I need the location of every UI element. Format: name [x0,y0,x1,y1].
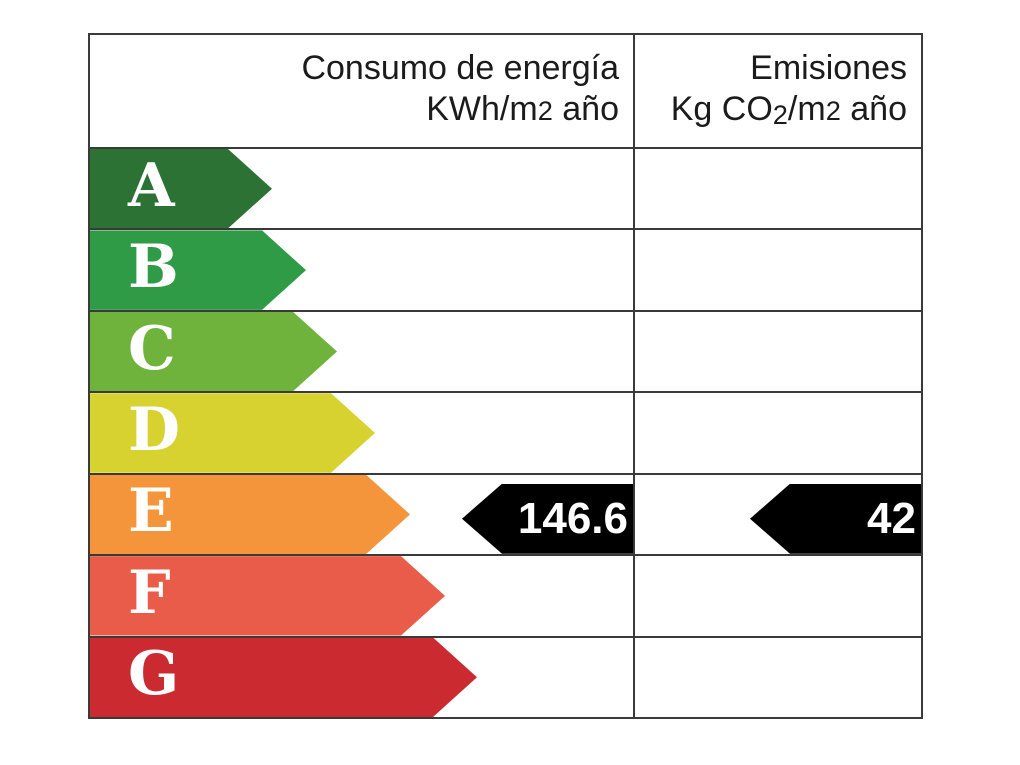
rating-row-e: E 146.6 42 [90,474,921,557]
consumption-title: Consumo de energía [96,48,619,89]
emissions-unit: Kg CO2/m2 año [641,89,907,131]
rating-letter-a: A [128,150,175,221]
rating-row-c: C [90,311,921,394]
emissions-cell-c [635,312,921,391]
rating-letter-g: G [128,639,180,710]
consumption-cell-g: G [90,637,635,717]
consumption-cell-c: C [90,311,635,392]
emissions-cell-g [635,638,921,717]
consumption-cell-e: E 146.6 [90,474,635,555]
consumption-cell-f: F [90,556,635,636]
consumption-unit-prefix: KWh/m [426,89,538,128]
rating-bar-d: D [90,393,375,472]
emissions-cell-d [635,393,921,472]
rating-bar-f: F [90,556,445,635]
rating-row-b: B [90,230,921,312]
consumption-unit-exponent: 2 [537,94,553,126]
consumption-cell-b: B [90,230,635,310]
consumption-cell-a: A [90,149,635,229]
rating-letter-e: E [128,476,174,547]
rating-bar-e: E [90,475,410,554]
rating-letter-b: B [128,232,179,303]
emissions-unit-suffix: año [840,89,907,128]
rating-letter-f: F [128,557,171,628]
emissions-unit-prefix: Kg CO [670,89,773,128]
emissions-unit-exponent: 2 [825,94,841,126]
rating-letter-c: C [128,313,176,384]
emissions-title: Emisiones [641,48,907,89]
consumption-value: 146.6 [517,493,628,543]
rating-rows: A B C D [90,149,921,717]
consumption-cell-d: D [90,393,635,473]
rating-row-a: A [90,149,921,231]
rating-row-d: D [90,393,921,475]
rating-bar-c: C [90,312,337,391]
rating-bar-b: B [90,230,306,309]
emissions-column-header: Emisiones Kg CO2/m2 año [635,35,921,147]
consumption-unit-suffix: año [552,89,619,128]
emissions-unit-mid: /m [787,89,826,128]
emissions-value: 42 [867,493,916,543]
emissions-title-text: Emisiones [750,48,907,87]
table-header-row: Consumo de energía KWh/m2 año Emisiones … [90,35,921,149]
consumption-title-text: Consumo de energía [301,48,619,87]
rating-bar-g: G [90,638,477,717]
emissions-cell-e: 42 [635,475,921,554]
emissions-cell-f [635,556,921,635]
rating-bar-a: A [90,149,272,228]
rating-row-g: G [90,637,921,717]
rating-row-f: F [90,556,921,638]
rating-letter-d: D [128,394,181,465]
consumption-unit: KWh/m2 año [96,89,619,131]
consumption-indicator-arrow: 146.6 [462,483,633,554]
emissions-indicator-arrow: 42 [750,483,921,554]
emissions-cell-a [635,149,921,228]
emissions-unit-subscript: 2 [772,99,788,131]
rating-table: Consumo de energía KWh/m2 año Emisiones … [88,33,923,719]
emissions-cell-b [635,230,921,309]
consumption-column-header: Consumo de energía KWh/m2 año [90,35,635,147]
